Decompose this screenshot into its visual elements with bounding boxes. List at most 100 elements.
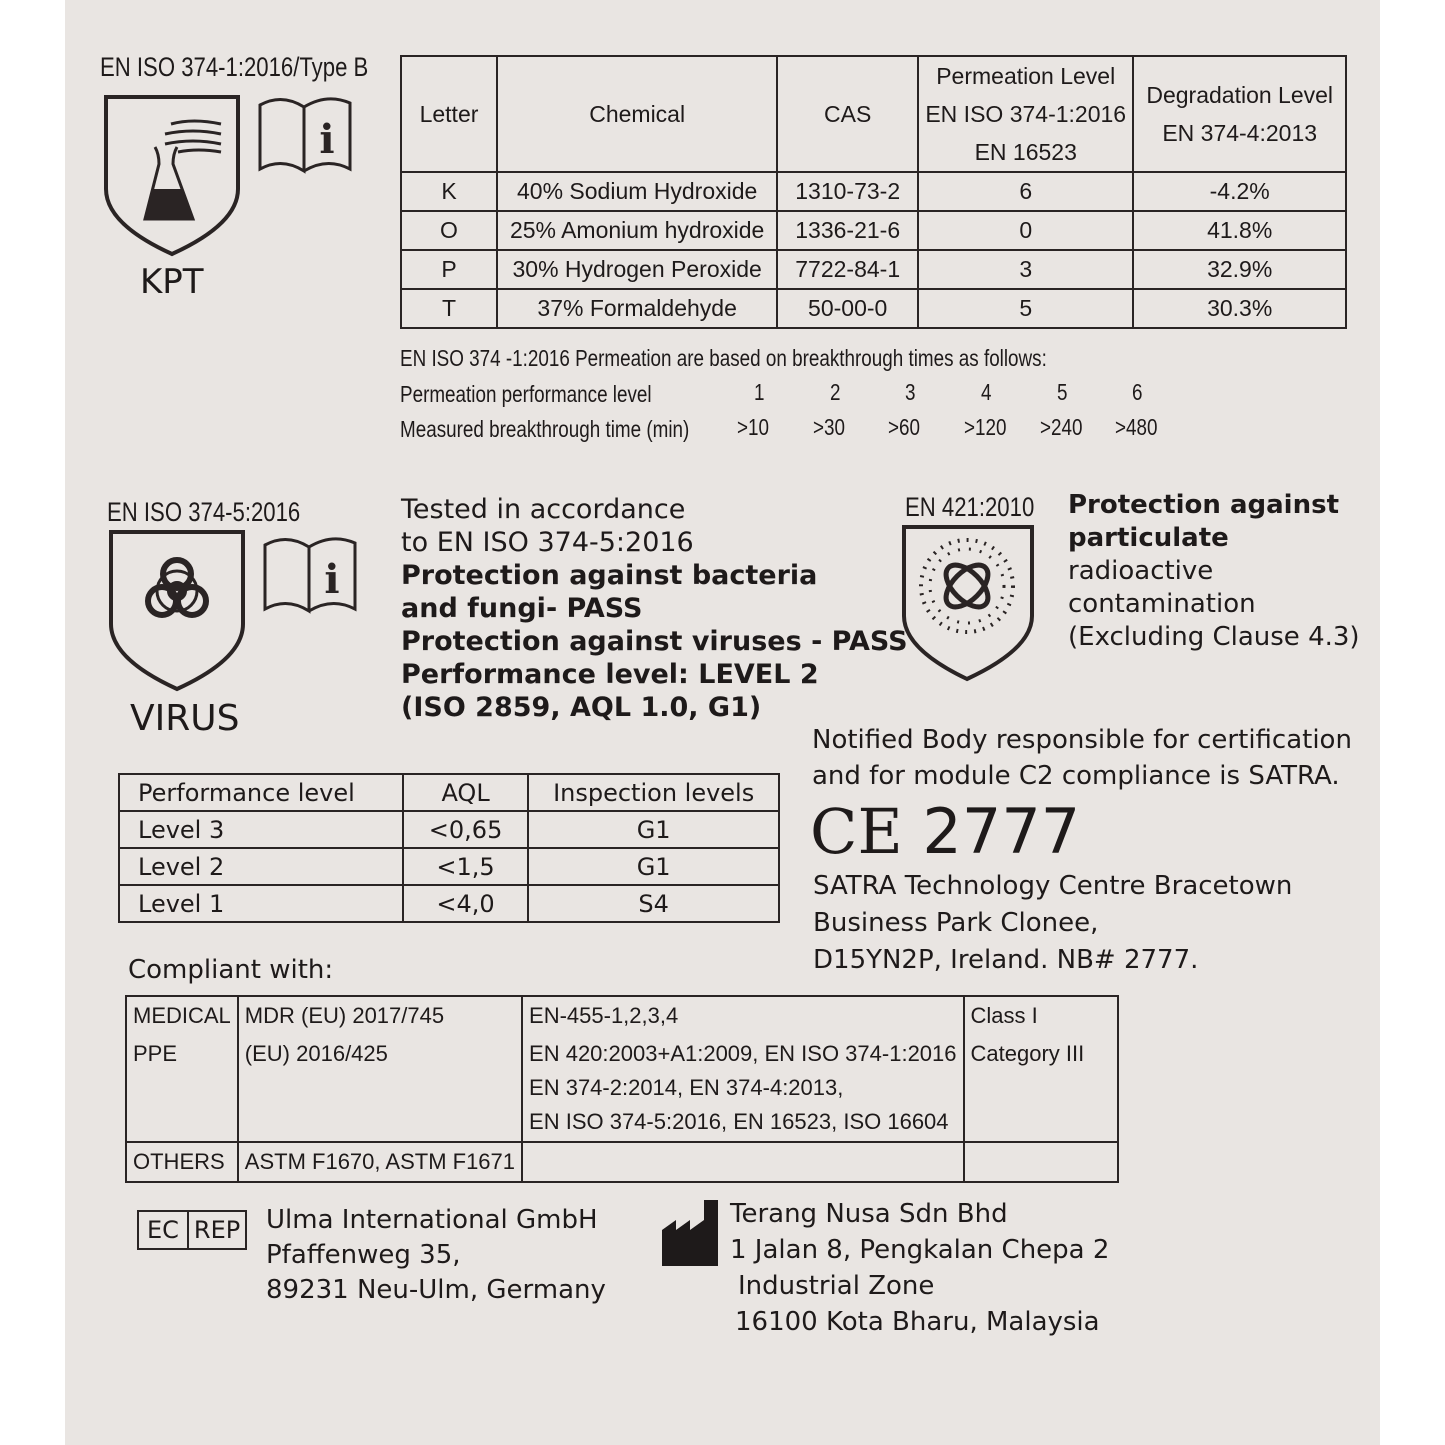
table-cell: K bbox=[400, 171, 498, 212]
table-cell: Level 3 bbox=[118, 810, 404, 849]
table-cell: G1 bbox=[527, 847, 780, 886]
table-cell: 50-00-0 bbox=[776, 288, 920, 329]
table-cell: 5 bbox=[917, 288, 1135, 329]
radio-text: Protection against particulate radioacti… bbox=[1068, 489, 1360, 654]
notified-body-number: 2777 bbox=[922, 795, 1081, 868]
text-line: and fungi- PASS bbox=[401, 593, 643, 624]
table-cell: 0 bbox=[917, 210, 1135, 251]
biohazard-shield-icon bbox=[109, 530, 245, 692]
breakthrough-time: >10 bbox=[737, 414, 769, 440]
text-line: Protection against bbox=[1068, 490, 1340, 520]
column-header: Letter bbox=[400, 55, 498, 173]
table-row: Level 1 <4,0 S4 bbox=[118, 884, 780, 923]
breakthrough-time: >120 bbox=[964, 414, 1007, 440]
compliant-title: Compliant with: bbox=[128, 955, 334, 985]
text-line: and for module C2 compliance is SATRA. bbox=[812, 761, 1340, 791]
breakthrough-time-label: Measured breakthrough time (min) bbox=[400, 416, 690, 442]
column-header: CAS bbox=[776, 55, 920, 173]
table-cell: Class I bbox=[962, 995, 1119, 1035]
table-cell: ASTM F1670, ASTM F1671 bbox=[236, 1141, 524, 1183]
column-header: Chemical bbox=[495, 55, 779, 173]
ec-rep-icon: EC REP bbox=[137, 1210, 248, 1250]
info-book-icon: i bbox=[263, 537, 357, 614]
table-cell: Level 2 bbox=[118, 847, 404, 886]
table-cell: OTHERS bbox=[125, 1141, 239, 1183]
permeation-level: 3 bbox=[905, 379, 916, 405]
aql-table: Performance level AQL Inspection levels Lev… bbox=[118, 773, 780, 923]
text-line: Terang Nusa Sdn Bhd bbox=[730, 1199, 1008, 1229]
type-b-label: EN ISO 374-1:2016/Type B bbox=[100, 52, 369, 82]
permeation-level-label: Permeation performance level bbox=[400, 381, 652, 407]
permeation-level: 1 bbox=[754, 379, 765, 405]
permeation-level: 4 bbox=[981, 379, 992, 405]
permeation-level: 6 bbox=[1132, 379, 1143, 405]
permeation-level: 5 bbox=[1057, 379, 1068, 405]
table-cell: G1 bbox=[527, 810, 780, 849]
breakthrough-time: >30 bbox=[813, 414, 845, 440]
table-row: Level 3 <0,65 G1 bbox=[118, 810, 780, 849]
table-cell: 32.9% bbox=[1132, 249, 1347, 290]
text-line: 16100 Kota Bharu, Malaysia bbox=[735, 1307, 1100, 1337]
text-line: (ISO 2859, AQL 1.0, G1) bbox=[401, 692, 762, 723]
table-row: MEDICAL MDR (EU) 2017/745 EN-455-1,2,3,4 Cl… bbox=[125, 995, 1119, 1035]
ec-rep-address: Ulma International GmbH Pfaffenweg 35, 8… bbox=[266, 1203, 606, 1308]
table-cell: MDR (EU) 2017/745 bbox=[236, 995, 524, 1035]
info-book-icon: i bbox=[258, 97, 352, 174]
table-cell: <4,0 bbox=[401, 884, 530, 923]
table-cell: 40% Sodium Hydroxide bbox=[495, 171, 779, 212]
table-row: P 30% Hydrogen Peroxide 7722-84-1 3 32.9% bbox=[400, 249, 1347, 290]
table-cell: 41.8% bbox=[1132, 210, 1347, 251]
satra-address: SATRA Technology Centre Bracetown Busine… bbox=[813, 868, 1292, 979]
column-header: Inspection levels bbox=[527, 773, 780, 812]
column-header: AQL bbox=[401, 773, 530, 812]
permeation-level: 2 bbox=[830, 379, 841, 405]
text-line: contamination bbox=[1068, 589, 1256, 619]
manufacturer-factory-icon bbox=[662, 1200, 718, 1266]
table-cell: O bbox=[400, 210, 498, 251]
column-header: Permeation Level EN ISO 374-1:2016 EN 16… bbox=[917, 55, 1135, 173]
table-cell bbox=[962, 1141, 1119, 1183]
column-header: Degradation Level EN 374-4:2013 bbox=[1132, 55, 1347, 173]
table-cell: PPE bbox=[125, 1035, 239, 1143]
ce-logo: CE bbox=[810, 795, 903, 868]
text-line: Tested in accordance bbox=[401, 494, 686, 525]
type-b-code: KPT bbox=[140, 262, 204, 302]
text-line: particulate bbox=[1068, 523, 1229, 553]
table-cell: EN 420:2003+A1:2009, EN ISO 374-1:2016 E… bbox=[521, 1035, 965, 1143]
text-line: D15YN2P, Ireland. NB# 2777. bbox=[813, 945, 1199, 975]
table-row: O 25% Amonium hydroxide 1336-21-6 0 41.8% bbox=[400, 210, 1347, 251]
table-cell: 25% Amonium hydroxide bbox=[495, 210, 779, 251]
table-cell: MEDICAL bbox=[125, 995, 239, 1035]
table-row: Performance level AQL Inspection levels bbox=[118, 773, 780, 812]
ce-mark: CE 2777 bbox=[810, 795, 1080, 868]
text-line: 89231 Neu-Ulm, Germany bbox=[266, 1275, 606, 1305]
table-row: OTHERS ASTM F1670, ASTM F1671 bbox=[125, 1141, 1119, 1183]
text-line: Ulma International GmbH bbox=[266, 1205, 598, 1235]
text-line: to EN ISO 374-5:2016 bbox=[401, 527, 694, 558]
table-cell: 30% Hydrogen Peroxide bbox=[495, 249, 779, 290]
virus-label: EN ISO 374-5:2016 bbox=[107, 497, 301, 527]
table-row: T 37% Formaldehyde 50-00-0 5 30.3% bbox=[400, 288, 1347, 329]
table-cell: P bbox=[400, 249, 498, 290]
text-line: Protection against bacteria bbox=[401, 560, 818, 591]
radio-label: EN 421:2010 bbox=[905, 492, 1035, 522]
table-row: K 40% Sodium Hydroxide 1310-73-2 6 -4.2% bbox=[400, 171, 1347, 212]
text-line: Performance level: LEVEL 2 bbox=[401, 659, 819, 690]
table-row: Letter Chemical CAS Permeation Level EN ISO… bbox=[400, 55, 1347, 173]
table-cell: 6 bbox=[917, 171, 1135, 212]
table-cell: Category III bbox=[962, 1035, 1119, 1143]
table-cell: S4 bbox=[527, 884, 780, 923]
text-line: 1 Jalan 8, Pengkalan Chepa 2 bbox=[730, 1235, 1110, 1265]
table-cell: 7722-84-1 bbox=[776, 249, 920, 290]
table-cell: EN-455-1,2,3,4 bbox=[521, 995, 965, 1035]
table-row: Level 2 <1,5 G1 bbox=[118, 847, 780, 886]
ec-label: EC bbox=[139, 1212, 189, 1248]
text-line: (Excluding Clause 4.3) bbox=[1068, 622, 1360, 652]
breakthrough-time: >240 bbox=[1040, 414, 1083, 440]
table-row: PPE (EU) 2016/425 EN 420:2003+A1:2009, EN … bbox=[125, 1035, 1119, 1143]
table-cell: 30.3% bbox=[1132, 288, 1347, 329]
table-cell: T bbox=[400, 288, 498, 329]
breakthrough-time: >480 bbox=[1115, 414, 1158, 440]
column-header: Performance level bbox=[118, 773, 404, 812]
breakthrough-time: >60 bbox=[888, 414, 920, 440]
